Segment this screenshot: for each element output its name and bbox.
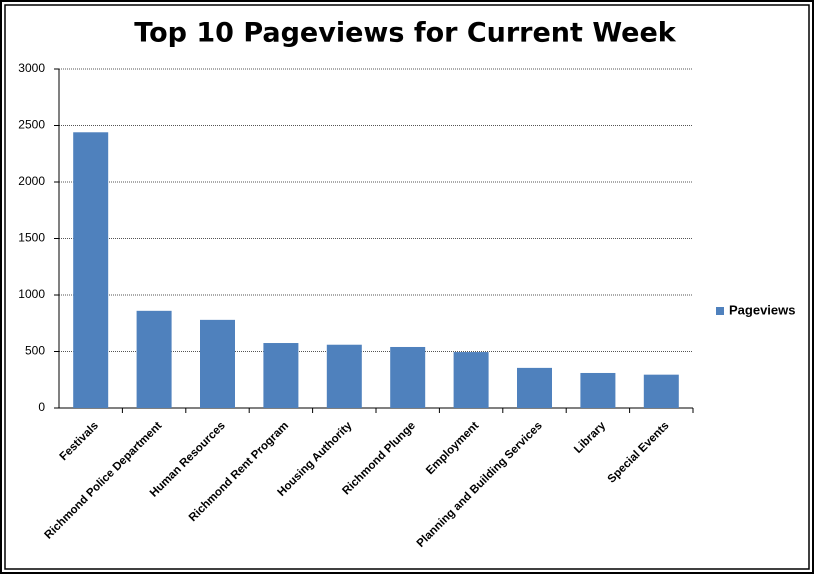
y-tick-label: 0 xyxy=(38,400,45,414)
x-tick-label: Richmond Plunge xyxy=(340,420,418,498)
x-tick-label: Special Events xyxy=(606,420,672,486)
x-tick-label: Planning and Building Services xyxy=(415,420,545,550)
chart-title: Top 10 Pageviews for Current Week xyxy=(134,18,677,49)
x-tick-label: Richmond Police Department xyxy=(42,420,164,542)
bar xyxy=(73,132,109,408)
x-tick-label: Library xyxy=(572,419,608,455)
bar xyxy=(136,310,172,408)
x-tick-label: Employment xyxy=(424,420,481,477)
legend-label: Pageviews xyxy=(729,302,796,317)
bar xyxy=(390,346,426,408)
bar xyxy=(643,374,679,408)
y-tick-label: 2500 xyxy=(18,118,45,132)
y-tick-label: 1000 xyxy=(18,287,45,301)
legend-swatch xyxy=(716,307,724,315)
y-tick-label: 1500 xyxy=(18,231,45,245)
bar xyxy=(580,372,616,408)
y-tick-label: 500 xyxy=(25,344,45,358)
y-tick-label: 2000 xyxy=(18,174,45,188)
bar xyxy=(200,319,235,408)
inner-frame xyxy=(4,4,810,570)
bar xyxy=(326,344,362,408)
bar xyxy=(263,343,299,408)
y-tick-label: 3000 xyxy=(18,61,45,75)
x-tick-label: Festivals xyxy=(58,420,101,463)
bar xyxy=(517,367,552,408)
bar xyxy=(453,352,489,408)
